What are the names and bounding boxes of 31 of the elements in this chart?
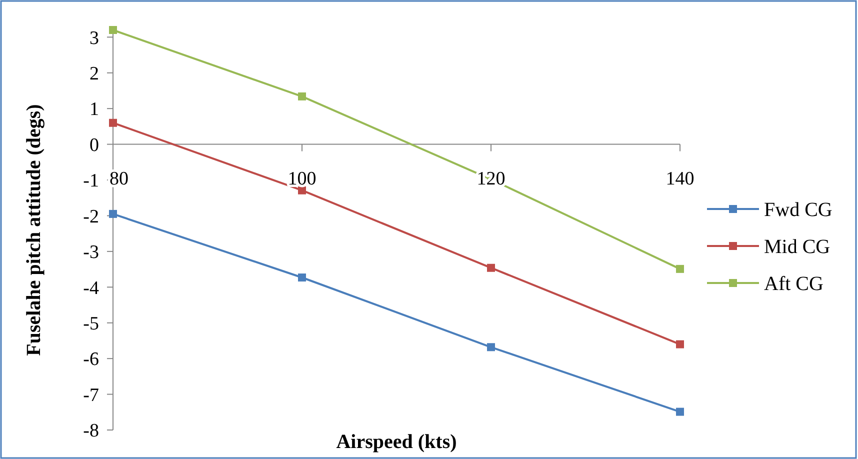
y-tick-label: 0 [90,134,99,156]
y-tick-label: 3 [90,28,99,49]
y-tick-label: -5 [83,314,99,335]
y-tick-label: -2 [83,206,99,228]
point [109,210,117,218]
y-tick-label: -6 [83,349,99,370]
y-tick-label: 1 [90,99,99,120]
x-axis-title: Airspeed (kts) [336,431,457,453]
legend-label: Mid CG [764,236,830,258]
point [487,264,495,272]
y-tick-label: -7 [83,384,99,406]
y-axis-title: Fuselahe pitch attitude (degs) [23,104,45,356]
point [676,264,684,273]
y-tick-label: -3 [83,242,99,264]
point [298,186,306,194]
point [109,26,117,34]
point [676,408,684,416]
point [298,92,306,100]
y-tick-label: -8 [83,420,99,442]
y-tick-label: -4 [83,278,100,299]
y-tick-label: 2 [90,64,99,85]
x-tick-label: 140 [666,168,694,190]
point [676,340,684,348]
point [487,343,495,352]
x-tick-label: 100 [288,168,316,190]
x-tick-label: 80 [110,168,128,190]
legend-label: Aft CG [764,273,824,295]
point [298,274,306,282]
point [109,118,117,127]
legend-label: Fwd CG [764,199,832,221]
y-tick-label: -1 [83,170,99,192]
